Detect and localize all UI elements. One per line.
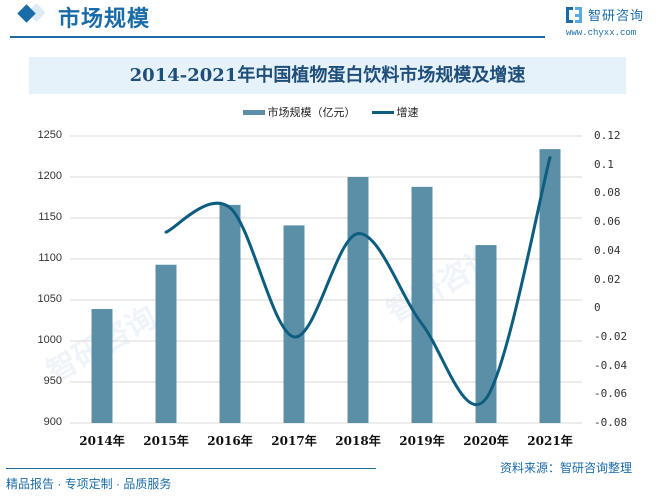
bar bbox=[219, 204, 241, 423]
left-tick: 1200 bbox=[37, 170, 62, 182]
left-tick: 1250 bbox=[37, 129, 62, 141]
x-label: 2020年 bbox=[463, 434, 509, 448]
x-label: 2014年 bbox=[79, 434, 125, 448]
brand: 智研咨询 bbox=[566, 5, 644, 24]
gridlines bbox=[70, 135, 582, 424]
x-label: 2017年 bbox=[271, 434, 317, 448]
right-tick: 0.08 bbox=[594, 186, 621, 199]
right-tick: 0.12 bbox=[594, 129, 621, 142]
right-tick: 0.02 bbox=[594, 273, 621, 286]
chart-title: 2014-2021年中国植物蛋白饮料市场规模及增速 bbox=[129, 65, 526, 86]
bar-series bbox=[91, 149, 561, 423]
left-tick: 900 bbox=[43, 416, 62, 428]
left-tick: 1150 bbox=[38, 211, 62, 223]
right-tick: -0.04 bbox=[594, 359, 628, 372]
right-tick: -0.06 bbox=[594, 387, 628, 400]
right-tick: 0.04 bbox=[594, 244, 621, 257]
bar bbox=[283, 225, 305, 423]
brand-logo-icon bbox=[566, 6, 582, 23]
right-tick: -0.08 bbox=[594, 416, 628, 429]
source-note: 资料来源：智研咨询整理 bbox=[500, 461, 633, 475]
left-tick: 1000 bbox=[37, 334, 62, 346]
bar bbox=[539, 149, 561, 423]
bar bbox=[475, 245, 497, 423]
footer-divider bbox=[6, 468, 376, 469]
header-divider bbox=[10, 36, 545, 38]
x-label: 2019年 bbox=[399, 434, 445, 448]
legend-item-line: 增速 bbox=[371, 104, 419, 120]
bar-swatch-icon bbox=[242, 109, 265, 115]
growth-line bbox=[164, 156, 552, 407]
legend-label: 增速 bbox=[396, 107, 419, 119]
right-tick: 0 bbox=[594, 301, 601, 314]
bar bbox=[411, 186, 433, 423]
left-tick: 950 bbox=[43, 375, 62, 387]
section-title: 市场规模 bbox=[58, 6, 151, 32]
brand-url: www.chyxx.com bbox=[566, 28, 637, 38]
bar bbox=[91, 309, 113, 423]
footer-slogan: 精品报告 · 专项定制 · 品质服务 bbox=[6, 477, 172, 491]
right-tick: 0.06 bbox=[594, 215, 621, 228]
bar bbox=[155, 264, 177, 423]
title-band bbox=[29, 57, 626, 94]
x-label: 2016年 bbox=[207, 434, 253, 448]
legend-label: 市场规模（亿元） bbox=[267, 107, 356, 119]
left-tick: 1050 bbox=[37, 293, 62, 305]
right-tick: -0.02 bbox=[594, 330, 628, 343]
bar bbox=[347, 177, 369, 423]
legend-item-bar: 市场规模（亿元） bbox=[242, 104, 356, 120]
line-swatch-icon bbox=[371, 110, 394, 114]
x-label: 2021年 bbox=[527, 434, 573, 448]
brand-name: 智研咨询 bbox=[588, 8, 645, 23]
legend: 市场规模（亿元） 增速 bbox=[0, 104, 661, 120]
x-label: 2018年 bbox=[335, 434, 381, 448]
right-tick: 0.1 bbox=[594, 158, 614, 171]
x-label: 2015年 bbox=[143, 434, 189, 448]
left-tick: 1100 bbox=[38, 252, 62, 264]
